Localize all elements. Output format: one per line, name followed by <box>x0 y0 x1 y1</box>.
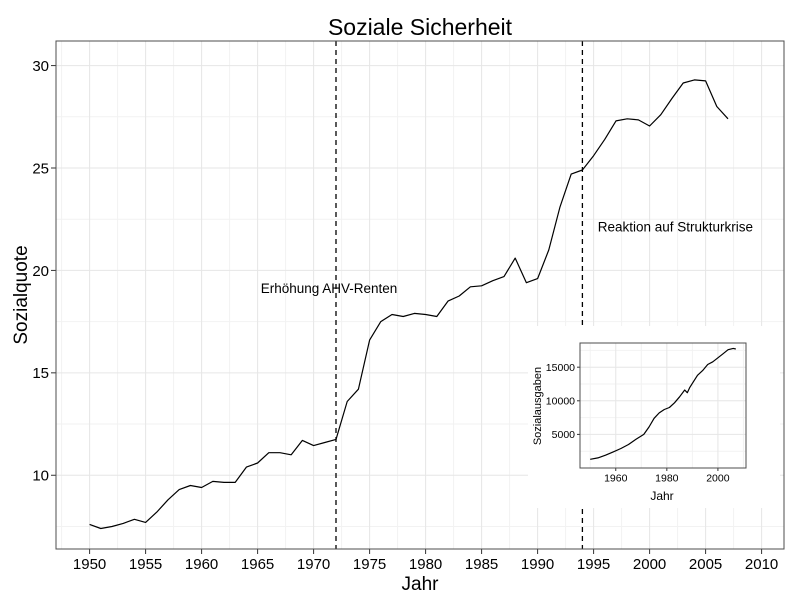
inset-x-axis-label: Jahr <box>650 489 673 503</box>
inset-y-tick-label: 10000 <box>546 396 575 408</box>
inset-panel-bg <box>580 343 746 468</box>
chart-title: Soziale Sicherheit <box>328 14 513 40</box>
inset-x-tick-label: 2000 <box>706 473 730 485</box>
x-tick-label: 1950 <box>73 556 106 573</box>
y-tick-label: 20 <box>32 263 49 280</box>
inset-series-line <box>590 347 736 460</box>
inset-x-tick-label: 1960 <box>604 473 628 485</box>
x-tick-label: 1990 <box>521 556 554 573</box>
series-line <box>89 79 729 530</box>
x-tick-label: 1995 <box>577 556 610 573</box>
x-tick-label: 1985 <box>465 556 498 573</box>
x-tick-label: 1970 <box>297 556 330 573</box>
inset-panel-border <box>579 342 747 469</box>
x-axis-label: Jahr <box>402 574 440 595</box>
x-tick-label: 1975 <box>353 556 386 573</box>
x-tick-label: 2010 <box>745 556 778 573</box>
inset-plot: 1960 1980 2000 5000 10000 15000 <box>546 342 747 485</box>
x-tick-label: 1955 <box>129 556 162 573</box>
inset-y-tick-label: 5000 <box>552 429 576 441</box>
y-tick-label: 15 <box>32 365 49 382</box>
y-tick-label: 25 <box>32 160 49 177</box>
y-tick-label: 10 <box>32 468 49 485</box>
x-tick-label: 1960 <box>185 556 218 573</box>
inset-y-axis-label: Sozialausgaben <box>532 367 544 445</box>
x-tick-label: 2000 <box>633 556 666 573</box>
x-tick-label: 1965 <box>241 556 274 573</box>
inset-x-tick-label: 1980 <box>655 473 679 485</box>
x-tick-label: 2005 <box>689 556 722 573</box>
panel-border <box>55 40 785 550</box>
annotation-label: Reaktion auf Strukturkrise <box>598 220 753 235</box>
y-tick-label: 30 <box>32 58 49 75</box>
y-axis-label: Sozialquote <box>11 245 32 344</box>
inset-chart: Jahr Sozialausgaben 1960 1980 2000 5000 1000… <box>528 326 780 508</box>
x-tick-label: 1980 <box>409 556 442 573</box>
annotation-label: Erhöhung AHV-Renten <box>261 281 398 296</box>
inset-y-tick-label: 15000 <box>546 362 575 374</box>
